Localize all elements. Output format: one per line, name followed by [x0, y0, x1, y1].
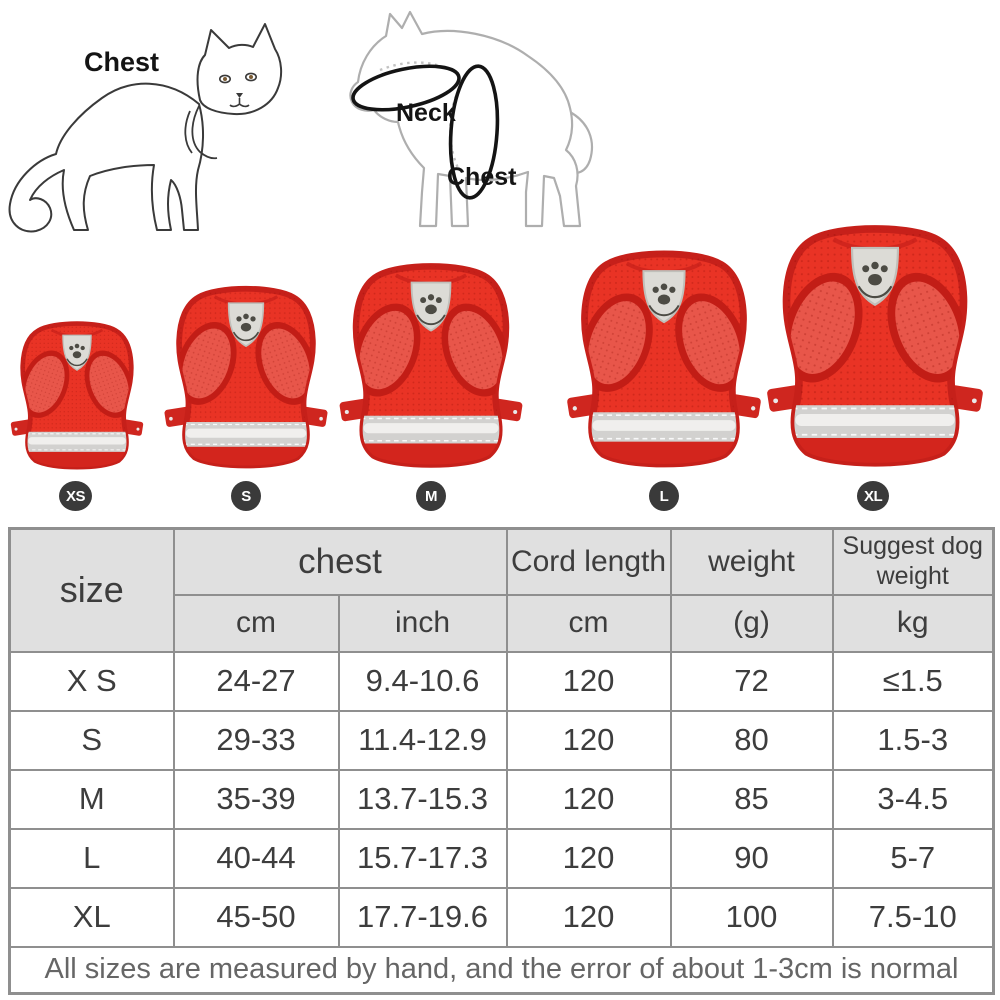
cell-chest-inch: 17.7-19.6: [337, 886, 508, 948]
cell-size: S: [8, 709, 175, 771]
harness-photo-xs: [10, 310, 144, 474]
cell-weight-g: 72: [669, 650, 834, 712]
cell-chest-cm: 29-33: [172, 709, 340, 771]
footnote-text: All sizes are measured by hand, and the …: [8, 945, 995, 995]
table-row-l: L 40-44 15.7-17.3 120 90 5-7: [8, 827, 995, 889]
subheader-suggest-kg: kg: [831, 593, 995, 653]
chest-measure-ellipse: [448, 64, 500, 200]
harness-photo-xl: [764, 212, 986, 474]
cell-cord-cm: 120: [505, 650, 672, 712]
table-row-m: M 35-39 13.7-15.3 120 85 3-4.5: [8, 768, 995, 830]
header-suggest-dog-weight: Suggest dog weight: [831, 527, 995, 596]
cell-size: X S: [8, 650, 175, 712]
table-row-xs: X S 24-27 9.4-10.6 120 72 ≤1.5: [8, 650, 995, 712]
header-chest: chest: [172, 527, 508, 596]
header-size: size: [8, 527, 175, 653]
dog-chest-label: Chest: [447, 163, 517, 191]
cell-weight-g: 80: [669, 709, 834, 771]
cat-eye-left: [223, 77, 227, 81]
cell-suggest-kg: 3-4.5: [831, 768, 995, 830]
cell-cord-cm: 120: [505, 827, 672, 889]
table-footnote-row: All sizes are measured by hand, and the …: [8, 945, 995, 995]
cell-suggest-kg: 1.5-3: [831, 709, 995, 771]
cat-head-outline: [196, 23, 283, 116]
cat-chest-label: Chest: [84, 47, 160, 77]
harness-photo-m: [336, 252, 526, 474]
dog-neck-label: Neck: [396, 99, 456, 127]
header-weight: weight: [669, 527, 834, 596]
cell-size: XL: [8, 886, 175, 948]
cell-weight-g: 90: [669, 827, 834, 889]
cell-suggest-kg: 7.5-10: [831, 886, 995, 948]
neck-measure-ellipse: [351, 64, 461, 112]
cell-chest-inch: 15.7-17.3: [337, 827, 508, 889]
cell-cord-cm: 120: [505, 709, 672, 771]
subheader-chest-cm: cm: [172, 593, 340, 653]
table-row-s: S 29-33 11.4-12.9 120 80 1.5-3: [8, 709, 995, 771]
subheader-weight-g: (g): [669, 593, 834, 653]
header-cord-length: Cord length: [505, 527, 672, 596]
harness-photo-l: [566, 234, 762, 474]
table-row-xl: XL 45-50 17.7-19.6 120 100 7.5-10: [8, 886, 995, 948]
cell-chest-cm: 45-50: [172, 886, 340, 948]
cat-body-outline: [8, 82, 205, 233]
cat-measurement-figure: [8, 23, 283, 233]
subheader-chest-inch: inch: [337, 593, 508, 653]
cat-chest-strap-line: [184, 105, 218, 160]
size-badge-xs: XS: [59, 481, 93, 511]
cell-weight-g: 100: [669, 886, 834, 948]
cell-chest-inch: 13.7-15.3: [337, 768, 508, 830]
cell-size: L: [8, 827, 175, 889]
size-badge-xl: XL: [857, 481, 890, 511]
subheader-cord-cm: cm: [505, 593, 672, 653]
cell-suggest-kg: ≤1.5: [831, 650, 995, 712]
cell-suggest-kg: 5-7: [831, 827, 995, 889]
size-table: size chest Cord length weight Suggest do…: [8, 527, 995, 995]
size-badge-l: L: [649, 481, 679, 511]
dog-body-outline: [349, 10, 582, 228]
cat-eye-right: [249, 75, 253, 79]
cell-chest-cm: 40-44: [172, 827, 340, 889]
cell-cord-cm: 120: [505, 886, 672, 948]
cat-mouth: [229, 98, 250, 108]
cell-chest-inch: 11.4-12.9: [337, 709, 508, 771]
harness-photo-s: [163, 276, 329, 474]
dog-measurement-figure: [349, 10, 594, 228]
cell-cord-cm: 120: [505, 768, 672, 830]
size-badge-s: S: [231, 481, 261, 511]
cell-size: M: [8, 768, 175, 830]
cat-nose: [236, 93, 243, 98]
cell-chest-inch: 9.4-10.6: [337, 650, 508, 712]
size-badge-m: M: [416, 481, 446, 511]
cell-chest-cm: 24-27: [172, 650, 340, 712]
cell-chest-cm: 35-39: [172, 768, 340, 830]
cell-weight-g: 85: [669, 768, 834, 830]
